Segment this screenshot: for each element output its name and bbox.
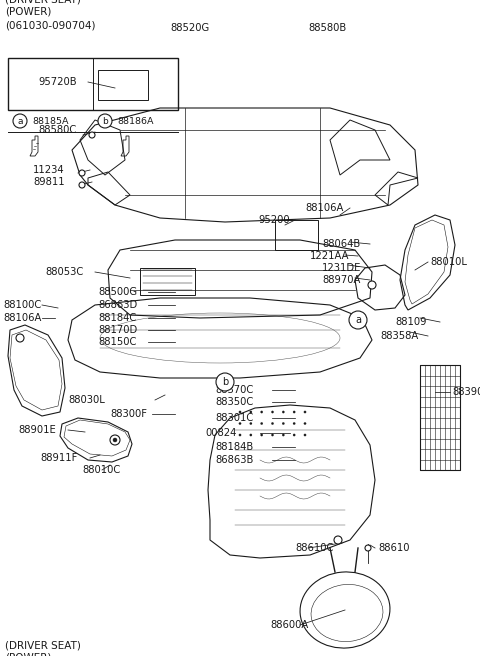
Text: 95200: 95200: [258, 215, 289, 225]
Text: 88901E: 88901E: [18, 425, 56, 435]
Circle shape: [250, 434, 252, 436]
Text: 88301C: 88301C: [215, 413, 253, 423]
Circle shape: [216, 373, 234, 391]
Text: 88358A: 88358A: [380, 331, 418, 341]
Text: 88010C: 88010C: [82, 465, 120, 475]
Text: b: b: [102, 117, 108, 125]
Text: (061030-090704): (061030-090704): [5, 20, 96, 30]
Bar: [140, 268, 195, 295]
Text: 88610C: 88610C: [295, 543, 334, 553]
Circle shape: [250, 422, 252, 424]
Text: 88911F: 88911F: [40, 453, 77, 463]
Circle shape: [271, 411, 274, 413]
Circle shape: [293, 411, 295, 413]
Text: 88150C: 88150C: [98, 337, 136, 347]
Text: 00824: 00824: [205, 428, 236, 438]
Circle shape: [89, 132, 95, 138]
Bar: [8, 58, 178, 110]
Text: 88600A: 88600A: [270, 620, 308, 630]
Circle shape: [13, 114, 27, 128]
Text: 11234: 11234: [33, 165, 65, 175]
Text: 88500G: 88500G: [98, 287, 137, 297]
Circle shape: [250, 411, 252, 413]
Circle shape: [271, 434, 274, 436]
Text: 1221AA: 1221AA: [310, 251, 349, 261]
Text: 1231DE: 1231DE: [322, 263, 361, 273]
Text: 88580B: 88580B: [308, 23, 346, 33]
Text: (POWER): (POWER): [5, 652, 51, 656]
Bar: [420, 365, 460, 470]
Circle shape: [304, 434, 306, 436]
Circle shape: [304, 422, 306, 424]
Circle shape: [110, 435, 120, 445]
Text: 88370C: 88370C: [215, 385, 253, 395]
Text: 86863D: 86863D: [98, 300, 137, 310]
Text: (DRIVER SEAT): (DRIVER SEAT): [5, 640, 81, 650]
Circle shape: [79, 170, 85, 176]
Circle shape: [261, 411, 263, 413]
Text: 88390N: 88390N: [452, 387, 480, 397]
Bar: [98, 70, 148, 100]
Text: 88106A: 88106A: [3, 313, 41, 323]
Text: 88186A: 88186A: [117, 117, 154, 125]
Text: 88100C: 88100C: [3, 300, 41, 310]
Circle shape: [282, 434, 285, 436]
Circle shape: [334, 536, 342, 544]
Circle shape: [365, 545, 371, 551]
Text: 88520G: 88520G: [170, 23, 209, 33]
Circle shape: [349, 311, 367, 329]
Text: 88064B: 88064B: [322, 239, 360, 249]
Circle shape: [113, 438, 117, 442]
Text: 88184C: 88184C: [98, 313, 136, 323]
Circle shape: [271, 422, 274, 424]
Text: (POWER): (POWER): [5, 7, 51, 17]
Text: 95720B: 95720B: [38, 77, 77, 87]
Circle shape: [293, 434, 295, 436]
Text: 86863B: 86863B: [215, 455, 253, 465]
Text: 88350C: 88350C: [215, 397, 253, 407]
Text: 88610: 88610: [378, 543, 409, 553]
Text: 88053C: 88053C: [45, 267, 83, 277]
Text: 88300F: 88300F: [110, 409, 147, 419]
Text: 88106A: 88106A: [305, 203, 343, 213]
Text: 88030L: 88030L: [68, 395, 105, 405]
Circle shape: [261, 422, 263, 424]
Circle shape: [79, 182, 85, 188]
Circle shape: [16, 334, 24, 342]
Text: 88184B: 88184B: [215, 442, 253, 452]
Circle shape: [282, 422, 285, 424]
Text: 88970A: 88970A: [322, 275, 360, 285]
Circle shape: [239, 434, 241, 436]
Text: 88010L: 88010L: [430, 257, 467, 267]
Bar: [275, 220, 318, 250]
Text: 88185A: 88185A: [32, 117, 69, 125]
Circle shape: [304, 411, 306, 413]
Circle shape: [293, 422, 295, 424]
Text: a: a: [17, 117, 23, 125]
Text: 88170D: 88170D: [98, 325, 137, 335]
Text: 89811: 89811: [33, 177, 65, 187]
Text: (DRIVER SEAT): (DRIVER SEAT): [5, 0, 81, 4]
Text: b: b: [222, 377, 228, 387]
Circle shape: [98, 114, 112, 128]
Text: 88109: 88109: [395, 317, 427, 327]
Circle shape: [261, 434, 263, 436]
Circle shape: [239, 422, 241, 424]
Text: a: a: [355, 315, 361, 325]
Circle shape: [282, 411, 285, 413]
Text: 88580C: 88580C: [38, 125, 76, 135]
Circle shape: [368, 281, 376, 289]
Circle shape: [239, 411, 241, 413]
